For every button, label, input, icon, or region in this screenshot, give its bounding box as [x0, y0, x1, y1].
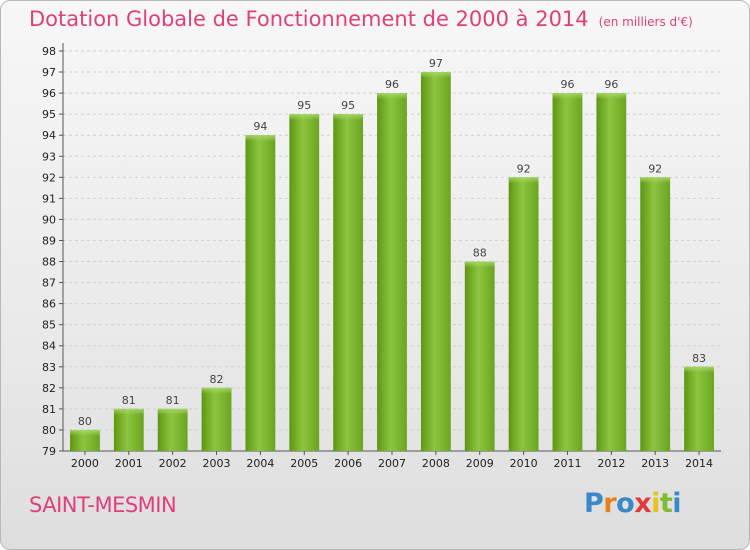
y-tick-label: 83: [42, 361, 56, 374]
bar-highlight-2014: [684, 366, 714, 373]
bar-value-label: 83: [692, 352, 706, 365]
bar-2007: [377, 93, 407, 452]
bar-2011: [552, 93, 583, 452]
y-tick-label: 81: [42, 403, 56, 416]
bar-highlight-2011: [552, 93, 583, 100]
bar-2013: [640, 177, 671, 451]
bars: 80 81 81 82 94 95 95 96 97 88 92 96 96 92 83: [70, 57, 714, 452]
chart-title: Dotation Globale de Fonctionnement de 20…: [29, 7, 693, 31]
bar-highlight-2003: [201, 387, 232, 394]
proxiti-logo: Proxiti: [584, 488, 682, 519]
y-tick-label: 95: [42, 108, 56, 121]
y-tick-label: 92: [42, 171, 56, 184]
bar-value-label: 95: [341, 99, 355, 112]
x-tick-label: 2009: [466, 457, 494, 470]
x-tick-label: 2004: [246, 457, 274, 470]
y-tick-label: 91: [42, 192, 56, 205]
bar-highlight-2006: [333, 114, 364, 121]
bar-value-label: 80: [78, 415, 92, 428]
bar-highlight-2009: [464, 261, 495, 268]
chart-units: (en milliers d'€): [598, 15, 693, 29]
x-tick-label: 2013: [641, 457, 669, 470]
bar-value-label: 96: [560, 78, 574, 91]
bar-2012: [596, 93, 627, 452]
bar-2009: [464, 261, 495, 451]
x-tick-label: 2001: [115, 457, 143, 470]
logo-letter: o: [616, 488, 635, 519]
bar-value-label: 96: [604, 78, 618, 91]
bar-2002: [157, 408, 188, 451]
y-tick-label: 90: [42, 213, 56, 226]
x-tick-label: 2007: [378, 457, 406, 470]
bar-highlight-2012: [596, 93, 627, 100]
x-tick-label: 2011: [553, 457, 581, 470]
bar-highlight-2013: [640, 177, 671, 184]
y-tick-label: 98: [42, 45, 56, 58]
bar-highlight-2010: [508, 177, 539, 184]
logo-letter: t: [659, 488, 673, 519]
x-tick-label: 2010: [510, 457, 538, 470]
bar-2004: [245, 135, 276, 452]
x-tick-label: 2008: [422, 457, 450, 470]
y-tick-label: 97: [42, 66, 56, 79]
chart-title-text: Dotation Globale de Fonctionnement de 20…: [29, 7, 589, 31]
bar-value-label: 92: [517, 162, 531, 175]
logo-letter: x: [634, 488, 652, 519]
bar-highlight-2000: [70, 429, 100, 436]
bar-value-label: 88: [473, 247, 487, 260]
x-tick-label: 2014: [685, 457, 713, 470]
bar-value-label: 94: [253, 120, 267, 133]
y-tick-label: 94: [42, 129, 56, 142]
y-tick-label: 87: [42, 277, 56, 290]
town-name: SAINT-MESMIN: [29, 493, 177, 517]
bar-value-label: 92: [648, 162, 662, 175]
bar-2005: [289, 114, 320, 451]
x-tick-label: 2005: [290, 457, 318, 470]
logo-letter: i: [672, 488, 682, 519]
bar-highlight-2002: [157, 408, 188, 415]
bar-value-label: 81: [122, 394, 136, 407]
bar-value-label: 96: [385, 78, 399, 91]
y-tick-label: 79: [42, 445, 56, 458]
bar-highlight-2008: [420, 72, 451, 79]
x-tick-label: 2006: [334, 457, 362, 470]
x-axis-ticks: 2000 2001 2002 2003 2004 2005 2006 2007 2008 2009…: [71, 451, 713, 470]
y-axis-ticks: 79 80 81 82 83 84 85 86 87 88 89 90 91 92 93 94 95 96 97 98: [42, 45, 63, 458]
bar-value-label: 82: [210, 373, 224, 386]
y-tick-label: 93: [42, 150, 56, 163]
bar-2014: [684, 366, 714, 451]
bar-value-label: 95: [297, 99, 311, 112]
y-tick-label: 80: [42, 424, 56, 437]
y-tick-label: 96: [42, 87, 56, 100]
x-tick-label: 2002: [159, 457, 187, 470]
bar-value-label: 81: [166, 394, 180, 407]
bar-value-label: 97: [429, 57, 443, 70]
bar-highlight-2004: [245, 135, 276, 142]
y-tick-label: 84: [42, 340, 56, 353]
y-tick-label: 85: [42, 319, 56, 332]
bar-2010: [508, 177, 539, 451]
bar-highlight-2007: [377, 93, 407, 100]
bar-highlight-2001: [113, 408, 144, 415]
bar-2001: [113, 408, 144, 451]
logo-letter: r: [603, 488, 617, 519]
bar-highlight-2005: [289, 114, 320, 121]
y-tick-label: 89: [42, 234, 56, 247]
bar-2008: [420, 72, 451, 451]
x-tick-label: 2000: [71, 457, 99, 470]
logo-letter: i: [651, 488, 660, 519]
bar-2003: [201, 387, 232, 451]
y-tick-label: 88: [42, 256, 56, 269]
y-tick-label: 86: [42, 298, 56, 311]
x-tick-label: 2003: [203, 457, 231, 470]
y-tick-label: 82: [42, 382, 56, 395]
logo-letter: P: [584, 488, 604, 519]
x-tick-label: 2012: [597, 457, 625, 470]
bar-2006: [333, 114, 364, 451]
